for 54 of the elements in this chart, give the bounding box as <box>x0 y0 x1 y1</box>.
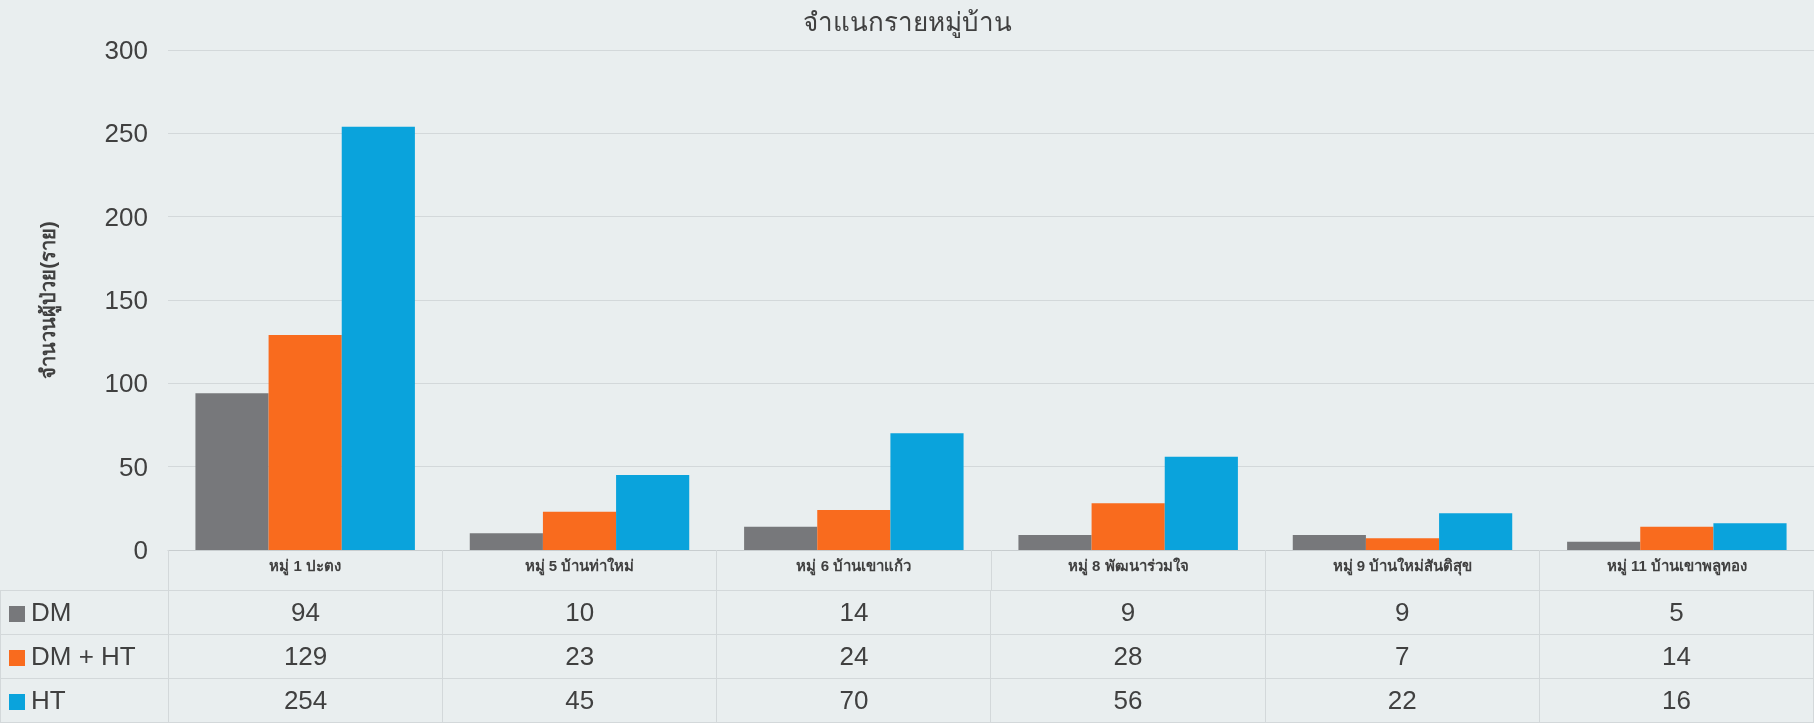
legend-label: DM <box>0 590 169 635</box>
bar <box>1567 541 1641 550</box>
legend-label: HT <box>0 678 169 723</box>
bar <box>268 335 342 550</box>
bar <box>744 526 818 550</box>
data-label: 14 <box>1539 634 1814 679</box>
x-tick-label: หมู่ 6 บ้านเขาแก้ว <box>796 557 912 576</box>
bar <box>1439 513 1513 550</box>
bar <box>1640 526 1714 550</box>
x-tick-label: หมู่ 11 บ้านเขาพลูทอง <box>1606 557 1747 576</box>
data-label: 56 <box>990 678 1266 723</box>
data-label: 22 <box>1265 678 1540 723</box>
data-label: 28 <box>990 634 1266 679</box>
y-tick-label: 150 <box>104 285 148 315</box>
bar <box>1091 503 1165 550</box>
data-label: 23 <box>442 634 717 679</box>
bar <box>1365 538 1440 550</box>
y-tick-label: 200 <box>104 201 148 232</box>
y-tick-label: 300 <box>104 35 148 65</box>
data-label: 16 <box>1539 678 1814 723</box>
bar <box>1018 535 1092 550</box>
chart-title: จำแนกรายหมู่บ้าน <box>802 7 1012 38</box>
data-label: 9 <box>1265 590 1540 635</box>
bar <box>542 511 617 550</box>
y-tick-label: 100 <box>104 368 148 399</box>
bar <box>469 533 543 550</box>
y-tick-label: 250 <box>104 118 148 149</box>
bar <box>890 433 964 550</box>
data-label: 14 <box>716 590 991 635</box>
bar <box>817 510 891 550</box>
data-label: 94 <box>168 590 443 635</box>
data-label: 45 <box>442 678 717 723</box>
data-label: 254 <box>168 678 443 723</box>
data-label: 24 <box>716 634 991 679</box>
y-tick-label: 0 <box>133 535 148 565</box>
bar <box>195 393 269 550</box>
bar <box>1164 456 1238 550</box>
data-label: 70 <box>716 678 991 723</box>
bar <box>341 126 415 550</box>
x-tick-label: หมู่ 5 บ้านท่าใหม่ <box>524 557 635 576</box>
data-label: 10 <box>442 590 717 635</box>
x-tick-label: หมู่ 1 ปะตง <box>269 557 342 576</box>
x-tick-label: หมู่ 9 บ้านใหม่สันติสุข <box>1332 557 1473 576</box>
bar <box>1713 523 1787 550</box>
data-label: 5 <box>1539 590 1814 635</box>
data-label: 7 <box>1265 634 1540 679</box>
x-tick-label: หมู่ 8 พัฒนาร่วมใจ <box>1067 557 1189 576</box>
y-tick-label: 50 <box>119 451 148 482</box>
data-label: 9 <box>990 590 1266 635</box>
legend-label: DM + HT <box>0 634 169 679</box>
bar <box>1292 535 1366 550</box>
data-label: 129 <box>168 634 443 679</box>
y-axis-title: จำนวนผู้ป่วย(ราย) <box>37 221 62 379</box>
bar <box>616 475 690 550</box>
